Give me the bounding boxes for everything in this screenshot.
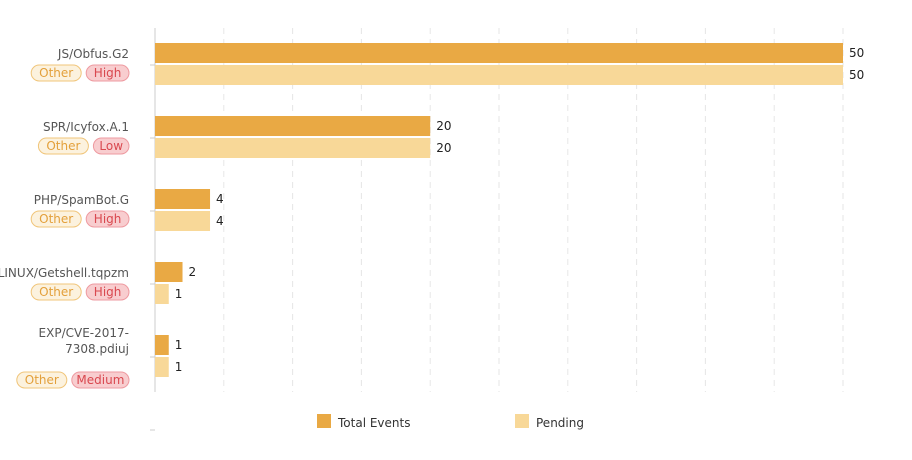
tag-label: Low xyxy=(99,139,123,153)
data-label: 50 xyxy=(849,46,864,60)
tag-severity xyxy=(85,210,130,228)
category-name: EXP/CVE-2017- xyxy=(39,326,129,340)
legend-item-pending[interactable]: Pending xyxy=(515,414,584,430)
tag-severity xyxy=(85,64,130,82)
category-name: 7308.pdiuj xyxy=(65,342,129,356)
tag-other xyxy=(16,371,68,389)
tag-label: High xyxy=(94,285,122,299)
data-label: 50 xyxy=(849,68,864,82)
tag-other xyxy=(30,210,82,228)
tag-label: Other xyxy=(39,285,73,299)
bar-total-events[interactable] xyxy=(155,335,169,355)
category-name: LINUX/Getshell.tqpzm xyxy=(0,266,129,280)
bar-pending[interactable] xyxy=(155,284,169,304)
bar-pending[interactable] xyxy=(155,357,169,377)
tag-severity xyxy=(85,283,130,301)
tag-label: High xyxy=(94,66,122,80)
tag-label: Other xyxy=(25,373,59,387)
legend-label: Total Events xyxy=(337,416,410,430)
bar-total-events[interactable] xyxy=(155,116,431,136)
tag-label: Medium xyxy=(76,373,124,387)
category-labels: JS/Obfus.G2 High Other SPR/Icyfox.A.1 Low Oth… xyxy=(0,47,130,389)
category-name: SPR/Icyfox.A.1 xyxy=(43,120,129,134)
tag-other xyxy=(37,137,89,155)
data-label: 20 xyxy=(436,119,451,133)
legend-swatch xyxy=(317,414,331,428)
data-label: 2 xyxy=(189,265,197,279)
legend[interactable]: Total Events Pending xyxy=(317,414,584,430)
data-label: 20 xyxy=(436,141,451,155)
tag-label: Other xyxy=(46,139,80,153)
data-label: 1 xyxy=(175,287,183,301)
data-label: 4 xyxy=(216,192,224,206)
data-label: 1 xyxy=(175,338,183,352)
tag-severity xyxy=(71,371,130,389)
category-name: JS/Obfus.G2 xyxy=(57,47,129,61)
legend-label: Pending xyxy=(536,416,584,430)
bar-pending[interactable] xyxy=(155,138,431,158)
bar-total-events[interactable] xyxy=(155,262,183,282)
bar-pending[interactable] xyxy=(155,211,211,231)
tag-severity xyxy=(92,137,130,155)
tag-label: High xyxy=(94,212,122,226)
data-label: 4 xyxy=(216,214,224,228)
tag-label: Other xyxy=(39,212,73,226)
data-label: 1 xyxy=(175,360,183,374)
bar-total-events[interactable] xyxy=(155,189,211,209)
tag-label: Other xyxy=(39,66,73,80)
grid-lines xyxy=(150,28,844,431)
tag-other xyxy=(30,283,82,301)
bar-pending[interactable] xyxy=(155,65,843,85)
legend-item-total-events[interactable]: Total Events xyxy=(317,414,410,430)
category-name: PHP/SpamBot.G xyxy=(34,193,129,207)
legend-swatch xyxy=(515,414,529,428)
bar-total-events[interactable] xyxy=(155,43,843,63)
tag-other xyxy=(30,64,82,82)
